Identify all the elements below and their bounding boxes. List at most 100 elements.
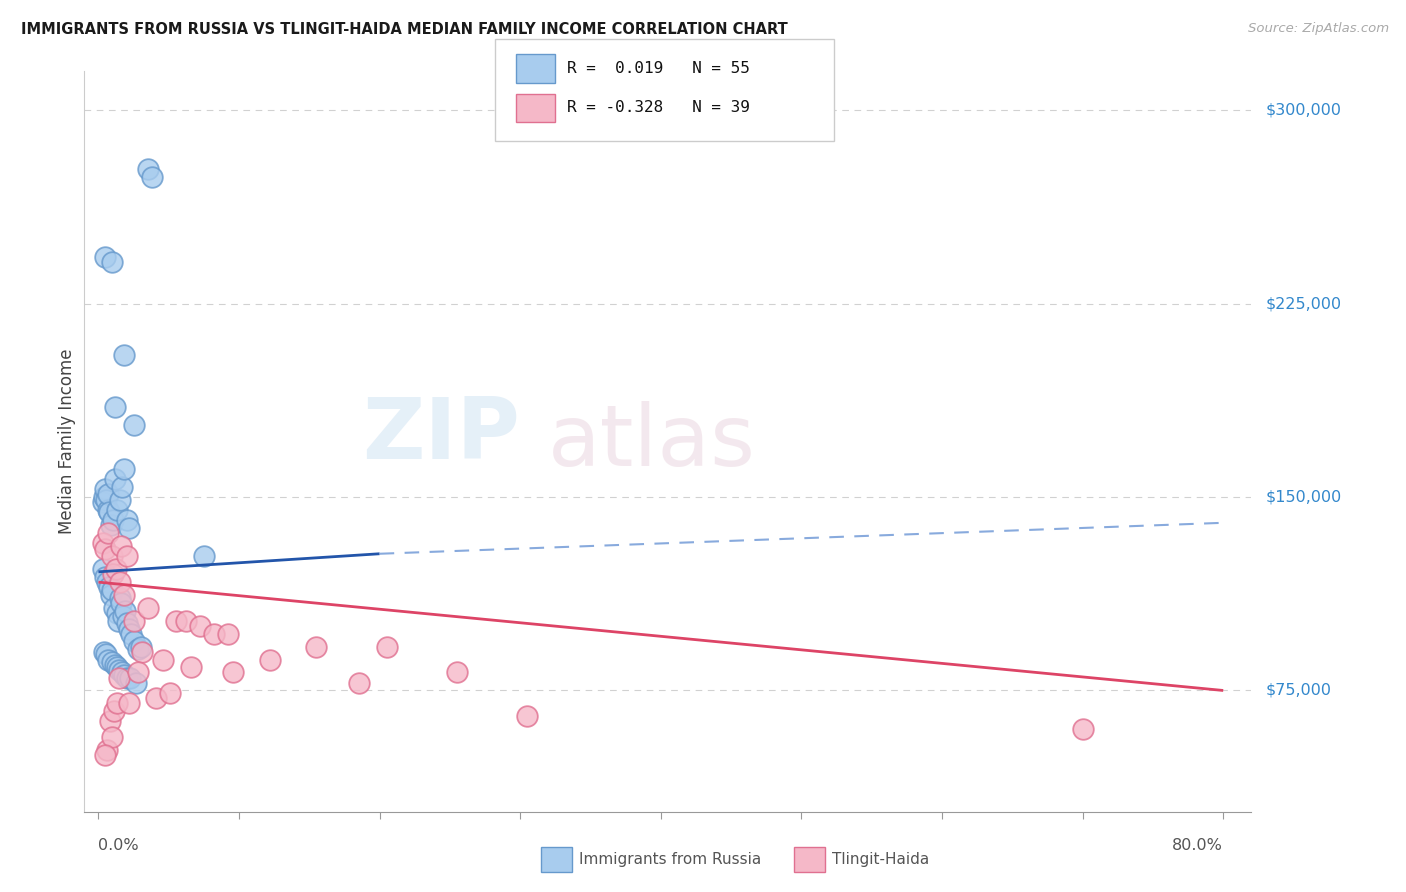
Point	[129, 640, 152, 654]
Point	[96, 648, 118, 662]
Point	[115, 549, 138, 564]
Text: R =  0.019   N = 55: R = 0.019 N = 55	[567, 62, 749, 76]
Point	[98, 506, 120, 520]
Point	[131, 645, 153, 659]
Point	[375, 640, 398, 654]
Point	[112, 588, 135, 602]
Point	[120, 671, 141, 685]
Text: IMMIGRANTS FROM RUSSIA VS TLINGIT-HAIDA MEDIAN FAMILY INCOME CORRELATION CHART: IMMIGRANTS FROM RUSSIA VS TLINGIT-HAIDA …	[21, 22, 787, 37]
Text: Tlingit-Haida: Tlingit-Haida	[832, 853, 929, 867]
Text: ZIP: ZIP	[363, 393, 520, 476]
Point	[96, 503, 118, 517]
Point	[202, 626, 225, 640]
Point	[222, 665, 245, 680]
Point	[141, 170, 163, 185]
Point	[118, 521, 141, 535]
Point	[193, 549, 215, 564]
Point	[97, 526, 120, 541]
Point	[93, 747, 115, 762]
Point	[118, 697, 141, 711]
Point	[112, 348, 135, 362]
Point	[259, 652, 281, 666]
Point	[94, 570, 117, 584]
Point	[165, 614, 187, 628]
Point	[118, 622, 141, 636]
Text: Source: ZipAtlas.com: Source: ZipAtlas.com	[1249, 22, 1389, 36]
Point	[91, 536, 114, 550]
Point	[152, 652, 174, 666]
Point	[94, 541, 117, 556]
Point	[110, 596, 132, 610]
Point	[104, 562, 127, 576]
Point	[124, 675, 148, 690]
Point	[103, 513, 124, 527]
Point	[114, 603, 136, 617]
Y-axis label: Median Family Income: Median Family Income	[58, 349, 76, 534]
Point	[112, 608, 135, 623]
Point	[446, 665, 468, 680]
Point	[100, 518, 122, 533]
Point	[101, 730, 124, 744]
Point	[98, 580, 120, 594]
Point	[91, 562, 114, 576]
Point	[107, 697, 129, 711]
Point	[188, 619, 211, 633]
Point	[136, 162, 159, 177]
Point	[104, 472, 127, 486]
Point	[101, 582, 124, 597]
Point	[104, 400, 127, 414]
Point	[108, 663, 129, 677]
Point	[104, 657, 127, 672]
Point	[111, 480, 132, 494]
Point	[180, 660, 202, 674]
Point	[305, 640, 328, 654]
Text: $150,000: $150,000	[1265, 490, 1341, 505]
Point	[103, 601, 125, 615]
Text: atlas: atlas	[548, 401, 756, 484]
Point	[108, 575, 131, 590]
Point	[122, 417, 145, 432]
Text: 0.0%: 0.0%	[98, 838, 139, 853]
Point	[105, 606, 128, 620]
Point	[127, 642, 149, 657]
Point	[174, 614, 197, 628]
Point	[107, 660, 129, 674]
Point	[91, 495, 114, 509]
Text: Immigrants from Russia: Immigrants from Russia	[579, 853, 762, 867]
Text: 80.0%: 80.0%	[1173, 838, 1223, 853]
Point	[217, 626, 239, 640]
Text: $300,000: $300,000	[1265, 103, 1341, 118]
Point	[103, 704, 125, 718]
Point	[111, 665, 134, 680]
Point	[103, 567, 124, 582]
Point	[101, 549, 124, 564]
Point	[107, 614, 129, 628]
Point	[94, 250, 117, 264]
Point	[347, 675, 370, 690]
Point	[1071, 722, 1094, 736]
Point	[94, 483, 117, 497]
Point	[108, 671, 129, 685]
Point	[124, 634, 146, 648]
Point	[101, 255, 124, 269]
Point	[136, 601, 159, 615]
Point	[97, 487, 120, 501]
Text: $75,000: $75,000	[1265, 683, 1331, 698]
Point	[121, 626, 143, 640]
Point	[108, 591, 131, 605]
Point	[110, 539, 132, 553]
Point	[115, 513, 138, 527]
Point	[96, 743, 118, 757]
Point	[114, 668, 135, 682]
Point	[115, 616, 138, 631]
Point	[516, 709, 538, 723]
Point	[145, 691, 167, 706]
Point	[96, 575, 118, 590]
Point	[108, 492, 131, 507]
Point	[107, 503, 129, 517]
Point	[115, 671, 138, 685]
Point	[159, 686, 181, 700]
Text: $225,000: $225,000	[1265, 296, 1341, 311]
Point	[112, 461, 135, 475]
Point	[96, 492, 118, 507]
